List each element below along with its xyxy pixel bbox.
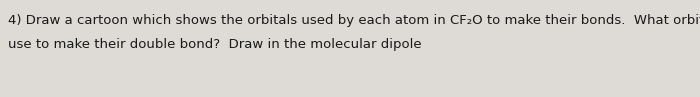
Text: 4) Draw a cartoon which shows the orbitals used by each atom in CF₂O to make the: 4) Draw a cartoon which shows the orbita… xyxy=(8,14,700,27)
Text: use to make their double bond?  Draw in the molecular dipole: use to make their double bond? Draw in t… xyxy=(8,38,421,51)
